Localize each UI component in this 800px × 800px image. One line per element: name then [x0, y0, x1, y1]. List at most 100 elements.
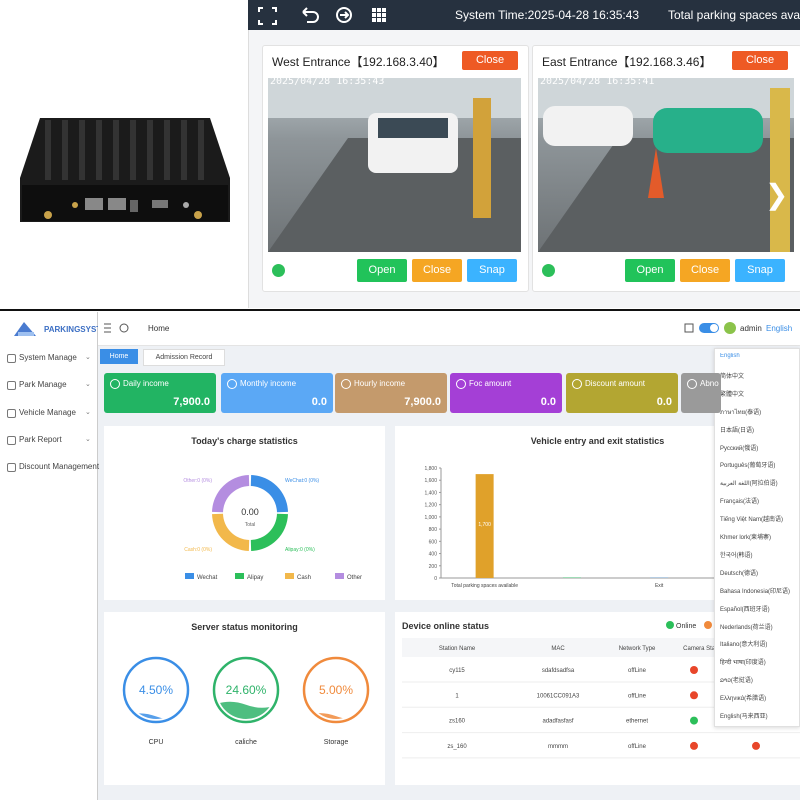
language-option[interactable]: 한국어(韩语) — [720, 552, 753, 559]
language-option[interactable]: Bahasa Indonesia(印尼语) — [720, 588, 791, 595]
panel-title: Server status monitoring — [191, 622, 298, 632]
language-option[interactable]: Nederlands(荷兰语) — [720, 624, 773, 631]
language-option[interactable]: हिन्दी भाषा(印度语) — [720, 660, 766, 667]
menu-icon — [7, 463, 16, 473]
camera-action-button[interactable]: Snap — [735, 259, 785, 282]
income-value: 0.0 — [540, 396, 556, 408]
header — [98, 312, 800, 346]
panel-title: Today's charge statistics — [191, 436, 298, 446]
menu-item[interactable]: Vehicle Manage — [19, 407, 76, 417]
income-card — [221, 373, 333, 413]
income-label: Daily income — [123, 379, 169, 388]
language-option[interactable]: Русский(俄语) — [720, 445, 759, 452]
income-icon — [572, 379, 582, 389]
language-option[interactable]: Español(西班牙语) — [720, 606, 770, 613]
income-card — [566, 373, 678, 413]
language-dropdown — [714, 348, 800, 727]
menu-item[interactable]: Discount Management — [19, 462, 100, 472]
income-icon — [227, 379, 237, 389]
refresh[interactable] — [119, 323, 129, 333]
tab[interactable]: Admission Record — [143, 349, 225, 366]
menu-item[interactable]: System Manage — [19, 353, 77, 362]
close-camera-button[interactable]: Close — [462, 51, 518, 70]
income-card — [450, 373, 562, 413]
panel-title: Vehicle entry and exit statistics — [530, 436, 665, 446]
camera-timestamp: 2025/04/28 16:35:41 — [540, 76, 655, 87]
language-option[interactable]: اللغة العربية(阿拉伯语) — [720, 481, 778, 488]
menu-caret: ⌄ — [85, 463, 91, 471]
divider — [0, 309, 800, 311]
camera-action-button[interactable]: Open — [625, 259, 675, 282]
income-card — [104, 373, 216, 413]
user-name[interactable]: admin — [740, 324, 762, 333]
fullscreen[interactable] — [684, 323, 694, 333]
income-label: Abno — [700, 379, 719, 388]
grid-icon[interactable] — [372, 8, 386, 22]
language-option[interactable]: Français(法语) — [720, 499, 760, 506]
menu-caret: ⌄ — [85, 435, 91, 443]
close-camera-button[interactable]: Close — [732, 51, 788, 70]
income-value: 0.0 — [311, 396, 327, 408]
language-option[interactable]: Ελληνικά(希腊语) — [720, 696, 767, 703]
camera-action-button[interactable]: Snap — [467, 259, 517, 282]
toolbar-icons — [258, 7, 386, 25]
income-label: Foc amount — [469, 379, 512, 388]
camera-action-button[interactable]: Close — [412, 259, 462, 282]
menu-caret: ⌄ — [85, 381, 91, 389]
language-option[interactable]: Tiếng Việt Nam(越南语) — [720, 517, 784, 524]
language-option[interactable]: Khmer lork(柬埔寨) — [720, 535, 772, 541]
camera-scene — [268, 78, 521, 252]
menu-toggle[interactable] — [104, 323, 111, 333]
camera-scene — [538, 78, 794, 252]
language-option[interactable]: 简体中文 — [720, 373, 745, 380]
camera-timestamp: 2025/04/28 16:35:43 — [270, 76, 385, 87]
product-photo — [0, 0, 246, 310]
language-option[interactable]: Deutsch(德语) — [720, 570, 759, 577]
server-panel: Server status monitoring — [104, 612, 385, 785]
language-select[interactable]: English — [766, 324, 793, 333]
status-dot — [272, 264, 285, 277]
income-label: Monthly income — [240, 379, 297, 388]
income-icon — [341, 379, 351, 389]
refresh-icon[interactable] — [336, 7, 352, 23]
back-icon[interactable] — [302, 7, 319, 23]
header-controls — [684, 322, 736, 334]
income-icon — [456, 379, 466, 389]
charge-panel: Today's charge statistics — [104, 426, 385, 600]
menu-icon — [7, 408, 16, 418]
language-option[interactable]: English(马来西亚) — [720, 714, 768, 720]
logo-text: PARKINGSYSTEM — [44, 325, 114, 334]
menu-icon — [7, 435, 16, 445]
tab[interactable]: Home — [100, 349, 138, 364]
fullscreen-icon[interactable] — [258, 7, 277, 25]
avatar — [724, 322, 736, 334]
next-arrow[interactable]: ❯ — [765, 179, 789, 210]
language-option[interactable]: English — [720, 353, 740, 359]
income-icon — [110, 379, 120, 389]
menu-item[interactable]: Park Manage — [19, 380, 67, 390]
camera-action-button[interactable]: Open — [357, 259, 407, 282]
income-card — [335, 373, 447, 413]
language-option[interactable]: Italiano(意大利语) — [720, 642, 768, 649]
menu-caret: ⌄ — [85, 408, 91, 416]
income-label: Discount amount — [585, 379, 646, 388]
menu-caret: ⌄ — [85, 354, 91, 361]
camera-action-button[interactable]: Close — [680, 259, 730, 282]
breadcrumb: Home — [148, 324, 170, 333]
system-time: System Time:2025-04-28 16:35:43 — [455, 8, 640, 22]
language-option[interactable]: ภาษาไทย(泰语) — [720, 409, 762, 416]
income-icon — [687, 379, 697, 389]
logo-icon — [14, 322, 36, 336]
camera-feed — [538, 78, 794, 252]
income-label: Hourly income — [354, 379, 406, 388]
camera-title: West Entrance【192.168.3.40】 — [272, 55, 445, 69]
menu-icon — [7, 381, 16, 391]
panel-title: Device online status — [402, 621, 490, 631]
sidebar — [0, 312, 98, 800]
language-option[interactable]: 日本語(日语) — [720, 427, 754, 434]
language-option[interactable]: Português(葡萄牙语) — [720, 463, 776, 470]
menu-item[interactable]: Park Report — [19, 434, 62, 444]
language-option[interactable]: ລາວ(老挝语) — [720, 678, 753, 685]
income-value: 7,900.0 — [173, 396, 210, 408]
language-option[interactable]: 繁體中文 — [720, 391, 745, 398]
